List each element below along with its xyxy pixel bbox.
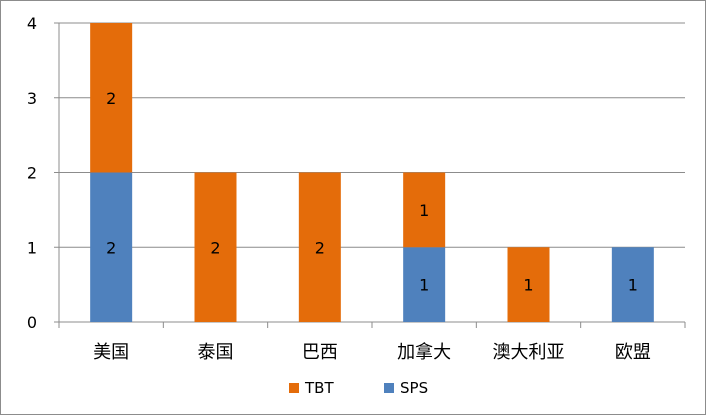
x-category-label-5: 欧盟 <box>615 342 651 363</box>
x-category-label-0: 美国 <box>93 342 129 363</box>
legend-swatch-tbt <box>289 383 299 393</box>
data-label-sps-0: 2 <box>106 238 116 257</box>
data-label-tbt-3: 1 <box>419 201 429 220</box>
x-category-label-1: 泰国 <box>198 342 234 363</box>
x-category-label-3: 加拿大 <box>397 341 451 363</box>
data-label-tbt-4: 1 <box>523 276 533 295</box>
data-label-sps-3: 1 <box>419 276 429 295</box>
bar-sps-5 <box>611 247 654 322</box>
data-label-tbt-2: 2 <box>315 238 325 257</box>
bar-tbt-1 <box>194 172 237 322</box>
legend-label-tbt: TBT <box>304 379 334 397</box>
y-tick-label-4: 4 <box>27 14 37 33</box>
bar-tbt-0 <box>90 23 133 173</box>
y-tick-label-3: 3 <box>27 89 37 108</box>
y-tick-label-1: 1 <box>27 238 37 257</box>
legend-swatch-sps <box>384 383 394 393</box>
data-label-sps-5: 1 <box>628 276 638 295</box>
y-tick-label-2: 2 <box>27 164 37 183</box>
legend-label-sps: SPS <box>400 379 428 397</box>
bar-sps-0 <box>90 172 133 322</box>
y-tick-label-0: 0 <box>27 313 37 332</box>
bar-tbt-2 <box>298 172 341 322</box>
x-category-label-2: 巴西 <box>302 342 338 363</box>
data-label-tbt-0: 2 <box>106 89 116 108</box>
data-label-tbt-1: 2 <box>210 238 220 257</box>
bar-tbt-3 <box>403 172 446 248</box>
x-category-label-4: 澳大利亚 <box>493 342 565 363</box>
bar-sps-3 <box>403 247 446 322</box>
bar-tbt-4 <box>507 247 550 322</box>
